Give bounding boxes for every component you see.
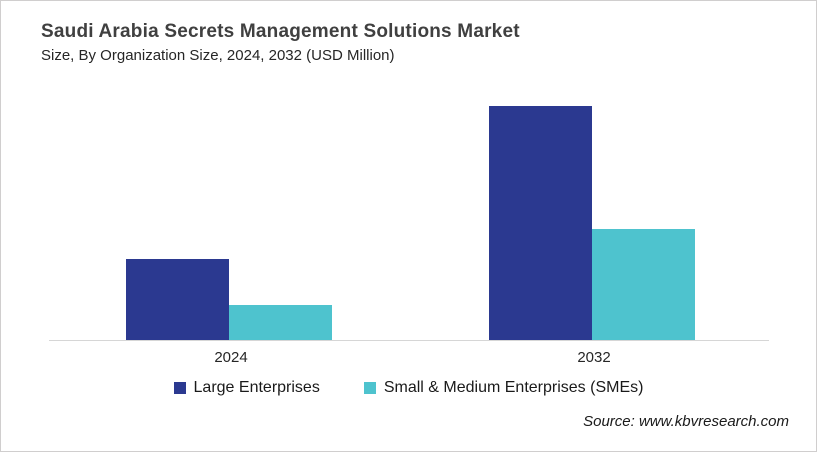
legend: Large Enterprises Small & Medium Enterpr… [1,379,816,397]
bar-smes-2024 [229,305,332,340]
legend-label-large-enterprises: Large Enterprises [193,379,320,396]
chart-header: Saudi Arabia Secrets Management Solution… [41,19,520,65]
bar-group-2032: 2032 [489,106,699,366]
legend-label-smes: Small & Medium Enterprises (SMEs) [383,379,644,396]
x-axis-label-2032: 2032 [577,349,611,366]
x-axis-label-2024: 2024 [214,349,248,366]
legend-item-smes: Small & Medium Enterprises (SMEs) [363,379,644,397]
legend-swatch-smes-icon [363,382,376,394]
legend-swatch-large-enterprises-icon [173,382,186,394]
bar-smes-2032 [592,229,695,340]
bar-large-enterprises-2032 [489,106,592,340]
plot-area: 2024 2032 [49,90,769,366]
source-attribution: Source: www.kbvresearch.com [583,413,789,430]
bar-large-enterprises-2024 [126,259,229,340]
legend-item-large-enterprises: Large Enterprises [173,379,320,397]
chart-subtitle: Size, By Organization Size, 2024, 2032 (… [41,46,395,64]
chart-title: Saudi Arabia Secrets Management Solution… [41,21,520,42]
bar-group-2024: 2024 [126,259,336,366]
